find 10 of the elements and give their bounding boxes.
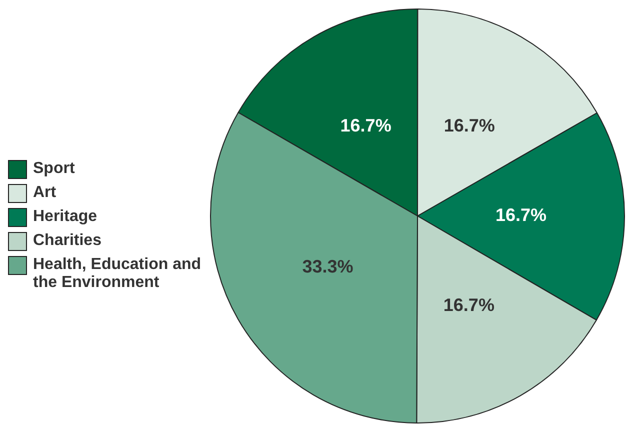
legend-label: Health, Education and the Environment xyxy=(33,256,202,292)
legend-label: Heritage xyxy=(33,208,98,226)
data-label: 16.7% xyxy=(340,115,392,136)
data-label: 16.7% xyxy=(495,205,547,226)
legend-label: Charities xyxy=(33,232,102,250)
data-label: 33.3% xyxy=(302,256,354,277)
data-label: 16.7% xyxy=(443,294,494,315)
legend-label: Art xyxy=(33,184,56,202)
legend-label: Sport xyxy=(33,160,75,178)
data-label: 16.7% xyxy=(444,115,495,136)
